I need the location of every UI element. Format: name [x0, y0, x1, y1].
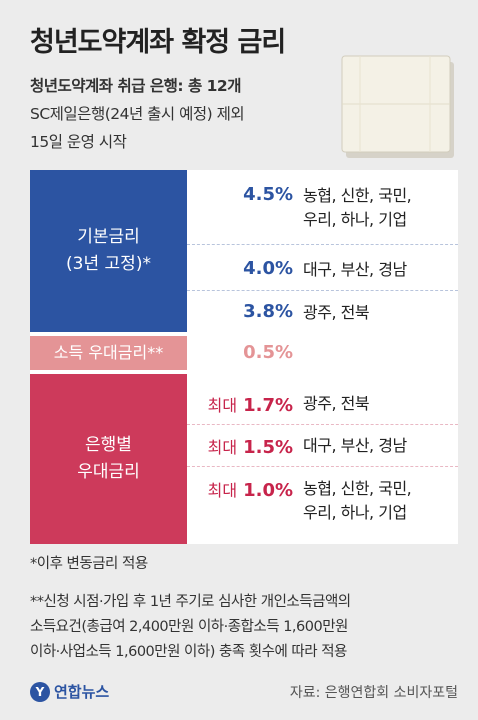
bank-list: 광주, 전북: [303, 303, 370, 322]
yonhap-logo-icon: Y: [30, 681, 50, 702]
bank-list: 광주, 전북: [303, 394, 370, 413]
row-divider: [187, 424, 458, 425]
rate-value: 1.5%: [243, 437, 293, 458]
subtitle-bank-count: 청년도약계좌 취급 은행: 총 12개: [30, 77, 241, 95]
rate-value: 4.5%: [243, 184, 293, 205]
bank-rate-row: 최대 1.5% 대구, 부산, 경남: [187, 434, 458, 458]
base-rate-row: 4.0% 대구, 부산, 경남: [187, 258, 458, 282]
base-rate-row: 4.5% 농협, 신한, 국민, 우리, 하나, 기업: [187, 184, 458, 232]
row-divider: [187, 244, 458, 245]
rate-value: 3.8%: [243, 301, 293, 322]
passbook-illustration: [341, 55, 454, 158]
rate-prefix: 최대: [207, 481, 238, 500]
bank-rate-category: 은행별 우대금리: [30, 374, 187, 544]
subtitle-exclusion: SC제일은행(24년 출시 예정) 제외: [30, 105, 245, 123]
bank-list: 대구, 부산, 경남: [303, 436, 407, 455]
bank-list: 대구, 부산, 경남: [303, 260, 407, 279]
subtitle-start: 15일 운영 시작: [30, 133, 127, 151]
row-divider: [187, 466, 458, 467]
rate-value: 1.7%: [243, 395, 293, 416]
rate-prefix: 최대: [207, 396, 238, 415]
rate-value: 4.0%: [243, 258, 293, 279]
page-title: 청년도약계좌 확정 금리: [30, 27, 286, 58]
base-rate-row: 3.8% 광주, 전북: [187, 301, 458, 325]
bank-list: 농협, 신한, 국민, 우리, 하나, 기업: [303, 479, 412, 522]
rate-prefix: 최대: [207, 438, 238, 457]
footnote-floating: *이후 변동금리 적용: [30, 556, 148, 572]
bank-list: 농협, 신한, 국민, 우리, 하나, 기업: [303, 186, 412, 229]
source-credit: 자료: 은행연합회 소비자포털: [289, 685, 458, 701]
base-rate-category: 기본금리 (3년 고정)*: [30, 170, 187, 332]
bank-rate-row: 최대 1.0% 농협, 신한, 국민, 우리, 하나, 기업: [187, 477, 458, 525]
yonhap-logo: Y 연합뉴스: [30, 681, 109, 702]
footnote-income: **신청 시점·가입 후 1년 주기로 심사한 개인소득금액의 소득요건(총급여…: [30, 594, 351, 660]
rate-value: 0.5%: [243, 342, 293, 363]
rate-value: 1.0%: [243, 480, 293, 501]
income-rate-row: 0.5%: [187, 342, 458, 363]
bank-rate-row: 최대 1.7% 광주, 전북: [187, 392, 458, 416]
rate-table: 기본금리 (3년 고정)* 소득 우대금리** 은행별 우대금리 4.5% 농협…: [30, 170, 458, 544]
income-rate-category: 소득 우대금리**: [30, 336, 187, 370]
row-divider: [187, 290, 458, 291]
